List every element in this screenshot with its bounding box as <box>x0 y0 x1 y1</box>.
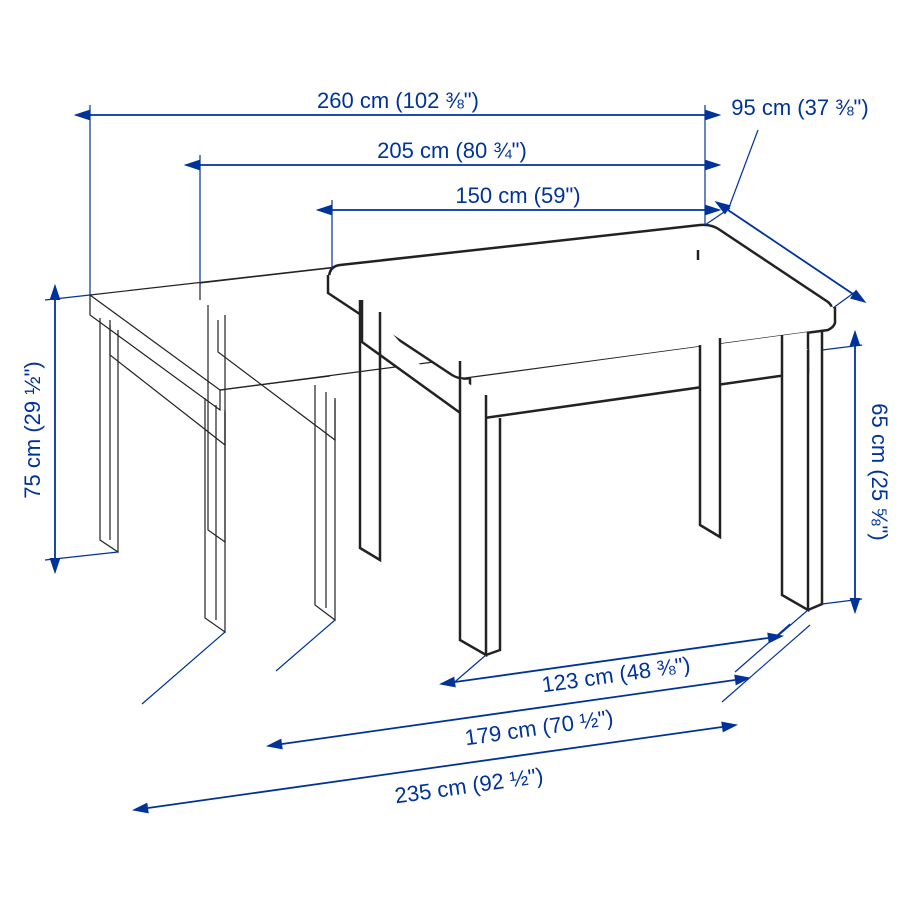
dim-top-mid: 205 cm (80 ¾") <box>377 138 527 163</box>
dim-depth: 95 cm (37 ⅜") <box>731 95 868 120</box>
dimensions: 260 cm (102 ⅜") 205 cm (80 ¾") 150 cm (5… <box>20 88 892 808</box>
table-main <box>328 225 835 655</box>
dim-top-full: 260 cm (102 ⅜") <box>317 88 479 113</box>
dim-leg-room: 65 cm (25 ⅝") <box>867 403 892 540</box>
dimension-diagram: 260 cm (102 ⅜") 205 cm (80 ¾") 150 cm (5… <box>0 0 900 900</box>
dim-height-left: 75 cm (29 ½") <box>20 361 45 498</box>
dim-top-short: 150 cm (59") <box>455 183 580 208</box>
dim-under-mid: 179 cm (70 ½") <box>463 705 615 751</box>
